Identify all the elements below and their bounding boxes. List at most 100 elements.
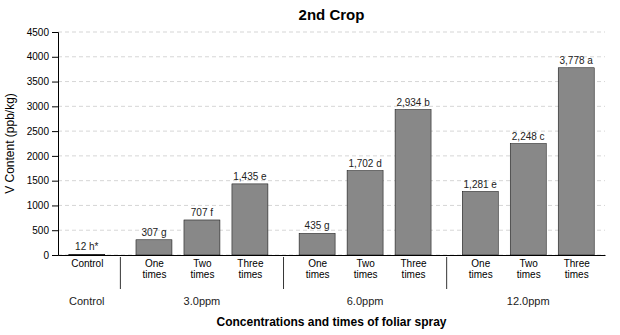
x-tick-label-line: times (565, 269, 589, 280)
x-tick-label-line: Two (356, 258, 375, 269)
group-label: 12.0ppm (507, 295, 550, 307)
grid-line (58, 106, 605, 107)
x-tick-label-line: Three (237, 258, 264, 269)
x-tick-label: Twotimes (354, 258, 378, 280)
x-tick-label-line: Control (71, 258, 103, 269)
y-tick-label: 0 (43, 250, 49, 261)
x-tick: Control (71, 255, 103, 269)
y-tick: 2000 (27, 151, 58, 162)
y-tick-mark (52, 106, 58, 107)
y-axis: 0 500 1000 1500 2000 2500 3000 3500 4000 4500 (27, 27, 59, 261)
plot: 12 h* 307 g 707 f 1,435 e 435 g 1,702 d 2,934 … (3, 27, 606, 329)
bar (136, 240, 172, 255)
y-tick-label: 3500 (27, 76, 50, 87)
x-tick-label: Onetimes (469, 258, 493, 280)
data-label: 12 h* (75, 241, 98, 252)
bar (347, 171, 383, 255)
y-tick: 4500 (27, 27, 58, 38)
x-axis: ControlOnetimesTwotimesThreetimesOnetime… (59, 255, 606, 280)
data-label: 1,435 e (233, 171, 267, 182)
bar (510, 144, 546, 255)
y-tick-mark (52, 255, 58, 256)
x-tick-label-line: One (308, 258, 327, 269)
y-tick: 1500 (27, 175, 58, 186)
data-label: 307 g (141, 227, 166, 238)
y-tick-label: 2000 (27, 151, 50, 162)
y-tick-label: 4500 (27, 27, 50, 38)
x-tick-label-line: One (471, 258, 490, 269)
bar (299, 233, 335, 255)
x-tick: Threetimes (564, 255, 591, 280)
x-tick-label-line: times (238, 269, 262, 280)
x-tick-label-line: Two (520, 258, 539, 269)
grid-line (58, 81, 605, 82)
data-label: 3,778 a (560, 55, 594, 66)
y-tick-label: 500 (32, 225, 49, 236)
y-tick-mark (52, 131, 58, 132)
x-tick-label-line: times (306, 269, 330, 280)
x-tick-label: Control (71, 258, 103, 269)
y-tick-mark (52, 82, 58, 83)
bar (69, 254, 105, 255)
x-tick: Twotimes (190, 255, 214, 280)
data-label: 1,281 e (464, 179, 498, 190)
bars (69, 68, 594, 255)
y-axis-title: V Content (ppb/kg) (3, 93, 17, 194)
group-label: 3.0ppm (184, 295, 221, 307)
y-tick: 1000 (27, 200, 58, 211)
data-labels: 12 h* 307 g 707 f 1,435 e 435 g 1,702 d 2,934 … (75, 55, 593, 253)
y-tick-label: 2500 (27, 126, 50, 137)
y-tick: 500 (32, 225, 58, 236)
x-tick-label-line: times (190, 269, 214, 280)
group-label: 6.0ppm (347, 295, 384, 307)
x-axis-line (59, 255, 606, 256)
x-tick-label-line: times (143, 269, 167, 280)
data-label: 2,934 b (396, 97, 430, 108)
x-tick-label-line: times (517, 269, 541, 280)
x-tick-label-line: One (145, 258, 164, 269)
y-tick-mark (52, 156, 58, 157)
groups: Control 3.0ppm 6.0ppm 12.0ppm (69, 257, 550, 307)
x-tick-label: Onetimes (306, 258, 330, 280)
data-label: 707 f (191, 207, 213, 218)
y-axis-line (52, 33, 59, 256)
y-tick: 3000 (27, 101, 58, 112)
bar (232, 184, 268, 255)
x-tick-label-line: times (469, 269, 493, 280)
y-tick-mark (52, 181, 58, 182)
x-tick-label: Onetimes (143, 258, 167, 280)
bar (462, 192, 498, 255)
grid-line (58, 56, 605, 57)
x-tick: Threetimes (401, 255, 428, 280)
x-tick-label-line: times (402, 269, 426, 280)
y-tick-mark (52, 230, 58, 231)
data-label: 1,702 d (348, 158, 381, 169)
x-tick: Threetimes (237, 255, 264, 280)
x-tick: Onetimes (143, 255, 167, 280)
x-tick-label: Twotimes (517, 258, 541, 280)
y-tick-label: 1000 (27, 200, 50, 211)
y-tick: 3500 (27, 76, 58, 87)
data-label: 435 g (305, 220, 330, 231)
x-tick-label-line: times (354, 269, 378, 280)
chart-svg: 12 h* 307 g 707 f 1,435 e 435 g 1,702 d 2,934 … (0, 0, 620, 335)
group-separator (283, 257, 284, 289)
chart-title: 2nd Crop (299, 6, 365, 23)
y-tick: 4000 (27, 51, 58, 62)
x-tick: Twotimes (517, 255, 541, 280)
y-tick-label: 3000 (27, 101, 50, 112)
x-tick-label: Threetimes (401, 258, 428, 280)
x-tick: Twotimes (354, 255, 378, 280)
x-tick: Onetimes (306, 255, 330, 280)
x-tick-label-line: Three (401, 258, 428, 269)
y-tick: 2500 (27, 126, 58, 137)
bar (558, 68, 594, 255)
y-tick-mark (52, 32, 58, 33)
y-tick-mark (52, 57, 58, 58)
y-tick: 0 (43, 250, 58, 261)
group-separator (120, 257, 121, 289)
x-tick-label: Twotimes (190, 258, 214, 280)
x-axis-title: Concentrations and times of foliar spray (216, 315, 446, 329)
x-tick-label-line: Two (193, 258, 212, 269)
group-label: Control (69, 295, 104, 307)
